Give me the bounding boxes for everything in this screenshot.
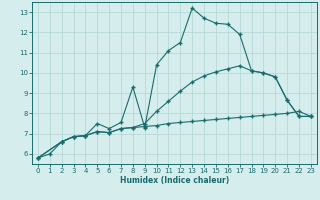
X-axis label: Humidex (Indice chaleur): Humidex (Indice chaleur)	[120, 176, 229, 185]
